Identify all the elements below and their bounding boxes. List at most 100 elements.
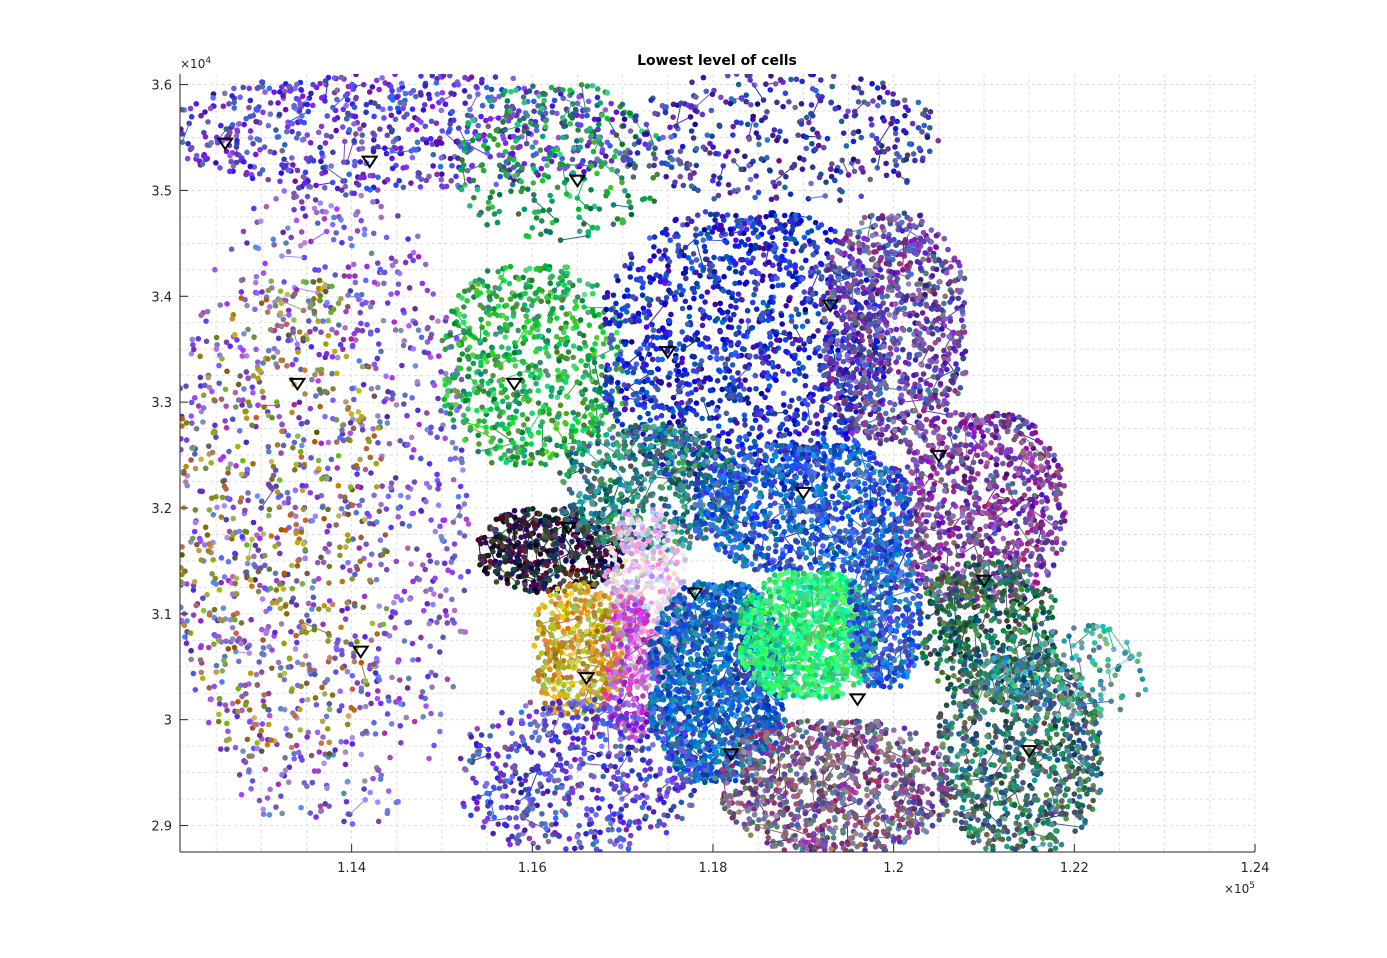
cell-point (570, 354, 577, 361)
cell-point (513, 408, 520, 414)
cell-point (386, 633, 393, 639)
cell-point (232, 616, 238, 623)
cell-point (618, 388, 625, 394)
cell-point (594, 225, 601, 231)
cell-point (251, 715, 258, 721)
cell-point (429, 684, 435, 690)
cell-point (292, 646, 299, 652)
cell-point (344, 668, 351, 675)
cell-point (191, 528, 198, 535)
cell-point (227, 168, 233, 175)
cell-point (705, 401, 712, 408)
cell-point (243, 415, 250, 421)
cell-point (418, 74, 424, 79)
cell-point (272, 570, 279, 577)
cell-point (529, 225, 536, 231)
cell-point (296, 399, 303, 406)
cell-point (574, 379, 580, 385)
cell-point (248, 785, 254, 792)
cell-point (451, 620, 457, 626)
cell-point (733, 237, 739, 243)
cell-point (779, 368, 786, 374)
cell-point (619, 141, 626, 148)
cell-point (295, 349, 301, 355)
cell-point (442, 381, 448, 388)
cell-point (368, 700, 374, 707)
cell-point (363, 101, 370, 108)
cell-point (664, 347, 671, 354)
cell-point (688, 218, 695, 225)
cell-point (729, 362, 736, 368)
cell-point (240, 748, 246, 754)
cell-point (387, 105, 393, 112)
cell-point (443, 587, 449, 593)
cell-point (324, 726, 331, 732)
cell-point (469, 137, 476, 144)
cell-point (316, 749, 323, 755)
cell-point (739, 297, 745, 303)
cell-point (706, 427, 712, 434)
cell-point (369, 620, 376, 627)
cell-point (579, 113, 585, 119)
cell-point (180, 126, 184, 133)
cell-point (354, 638, 360, 645)
cell-point (303, 155, 310, 162)
cell-point (470, 117, 476, 123)
cell-point (409, 122, 415, 129)
cell-point (395, 514, 402, 520)
cell-point (423, 410, 430, 416)
cell-point (567, 120, 573, 127)
cell-point (293, 742, 300, 749)
cell-point (328, 456, 335, 463)
cell-point (230, 504, 237, 511)
cell-point (610, 202, 617, 208)
cell-point (712, 279, 719, 285)
cell-point (318, 440, 325, 447)
cell-point (466, 391, 473, 397)
cell-point (641, 394, 647, 400)
cell-point (549, 273, 555, 280)
cell-point (822, 229, 829, 236)
cell-point (787, 334, 793, 340)
cell-point (735, 370, 741, 376)
cell-point (524, 112, 531, 119)
cell-point (706, 314, 713, 321)
cell-point (563, 191, 570, 197)
cell-point (263, 296, 270, 303)
cell-point (362, 778, 368, 784)
cell-point (239, 533, 246, 540)
cell-point (606, 366, 613, 372)
cell-point (535, 209, 542, 215)
cell-point (726, 368, 733, 374)
cell-point (351, 162, 358, 169)
cell-point (498, 382, 505, 389)
cell-point (191, 395, 198, 401)
cell-point (333, 439, 340, 445)
cell-point (788, 230, 794, 236)
cell-point (349, 385, 355, 392)
cell-point (423, 498, 429, 505)
cell-point (426, 460, 433, 467)
cell-point (727, 382, 733, 388)
cell-point (481, 418, 488, 425)
cell-point (686, 304, 693, 311)
cell-point (297, 448, 304, 455)
cell-point (264, 309, 271, 315)
cell-point (245, 497, 251, 504)
cell-point (467, 424, 474, 431)
cell-point (225, 558, 232, 565)
cell-point (278, 793, 284, 800)
cell-point (639, 386, 646, 393)
cell-point (716, 226, 722, 232)
cell-point (309, 517, 316, 524)
cell-point (420, 607, 427, 614)
cell-region (180, 74, 623, 193)
cell-point (336, 707, 343, 714)
cell-point (479, 378, 485, 385)
cell-point (405, 236, 411, 242)
cell-point (742, 433, 749, 440)
cell-point (542, 118, 549, 124)
cell-point (506, 155, 513, 162)
cell-point (307, 489, 314, 496)
cell-point (324, 299, 330, 306)
